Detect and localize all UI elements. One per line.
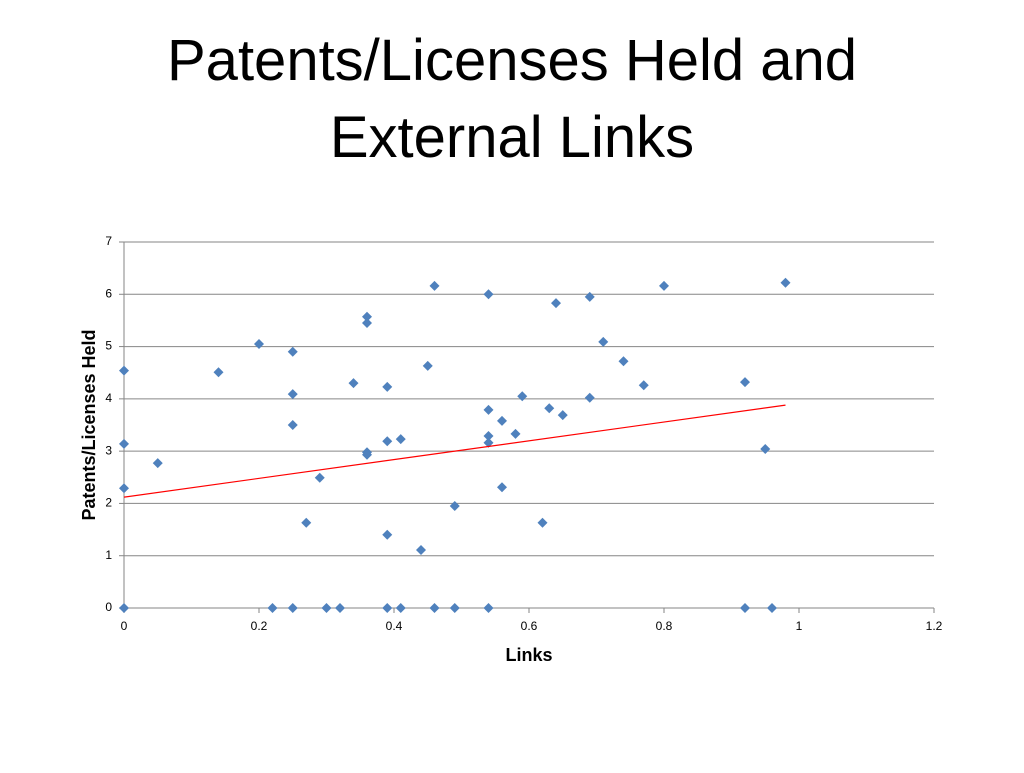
point bbox=[119, 366, 129, 376]
y-tick-label: 6 bbox=[105, 286, 112, 300]
point bbox=[322, 603, 332, 613]
point bbox=[585, 393, 595, 403]
point bbox=[659, 281, 669, 291]
point bbox=[119, 483, 129, 493]
point bbox=[254, 339, 264, 349]
point bbox=[450, 603, 460, 613]
point bbox=[585, 292, 595, 302]
point bbox=[301, 518, 311, 528]
point bbox=[382, 530, 392, 540]
point bbox=[288, 603, 298, 613]
x-tick-label: 0.8 bbox=[656, 619, 673, 633]
point bbox=[450, 501, 460, 511]
point bbox=[382, 436, 392, 446]
x-tick-label: 0.2 bbox=[251, 619, 268, 633]
point bbox=[740, 377, 750, 387]
point bbox=[551, 298, 561, 308]
point bbox=[315, 473, 325, 483]
x-tick-label: 1.2 bbox=[926, 619, 943, 633]
point bbox=[362, 318, 372, 328]
point bbox=[558, 410, 568, 420]
y-axis-label: Patents/Licenses Held bbox=[79, 329, 99, 520]
y-tick-label: 7 bbox=[105, 234, 112, 248]
x-tick-label: 0.6 bbox=[521, 619, 538, 633]
y-tick-label: 2 bbox=[105, 496, 112, 510]
point bbox=[511, 429, 521, 439]
point bbox=[484, 603, 494, 613]
point bbox=[544, 403, 554, 413]
point bbox=[430, 281, 440, 291]
point bbox=[382, 603, 392, 613]
point bbox=[288, 389, 298, 399]
point bbox=[396, 434, 406, 444]
point bbox=[288, 420, 298, 430]
y-tick-label: 3 bbox=[105, 443, 112, 457]
y-tick-label: 4 bbox=[105, 391, 112, 405]
slide: Patents/Licenses Held and External Links… bbox=[0, 0, 1024, 768]
point bbox=[396, 603, 406, 613]
point bbox=[119, 603, 129, 613]
point bbox=[335, 603, 345, 613]
point bbox=[598, 337, 608, 347]
point bbox=[517, 391, 527, 401]
point bbox=[153, 458, 163, 468]
point bbox=[538, 518, 548, 528]
point bbox=[497, 482, 507, 492]
point bbox=[484, 405, 494, 415]
point bbox=[214, 367, 224, 377]
y-tick-label: 5 bbox=[105, 339, 112, 353]
x-tick-label: 0 bbox=[121, 619, 128, 633]
point bbox=[119, 439, 129, 449]
title-line: External Links bbox=[330, 105, 694, 170]
point bbox=[288, 347, 298, 357]
point bbox=[430, 603, 440, 613]
y-tick-label: 1 bbox=[105, 548, 112, 562]
x-tick-label: 0.4 bbox=[386, 619, 403, 633]
point bbox=[760, 444, 770, 454]
point bbox=[781, 278, 791, 288]
x-tick-label: 1 bbox=[796, 619, 803, 633]
point bbox=[497, 416, 507, 426]
point bbox=[767, 603, 777, 613]
point bbox=[382, 382, 392, 392]
point bbox=[268, 603, 278, 613]
x-axis-label: Links bbox=[505, 645, 552, 665]
y-tick-label: 0 bbox=[105, 600, 112, 614]
point bbox=[639, 380, 649, 390]
point bbox=[484, 289, 494, 299]
title-line: Patents/Licenses Held and bbox=[167, 28, 857, 93]
point bbox=[423, 361, 433, 371]
point bbox=[416, 545, 426, 555]
point bbox=[619, 356, 629, 366]
point bbox=[740, 603, 750, 613]
point bbox=[349, 378, 359, 388]
